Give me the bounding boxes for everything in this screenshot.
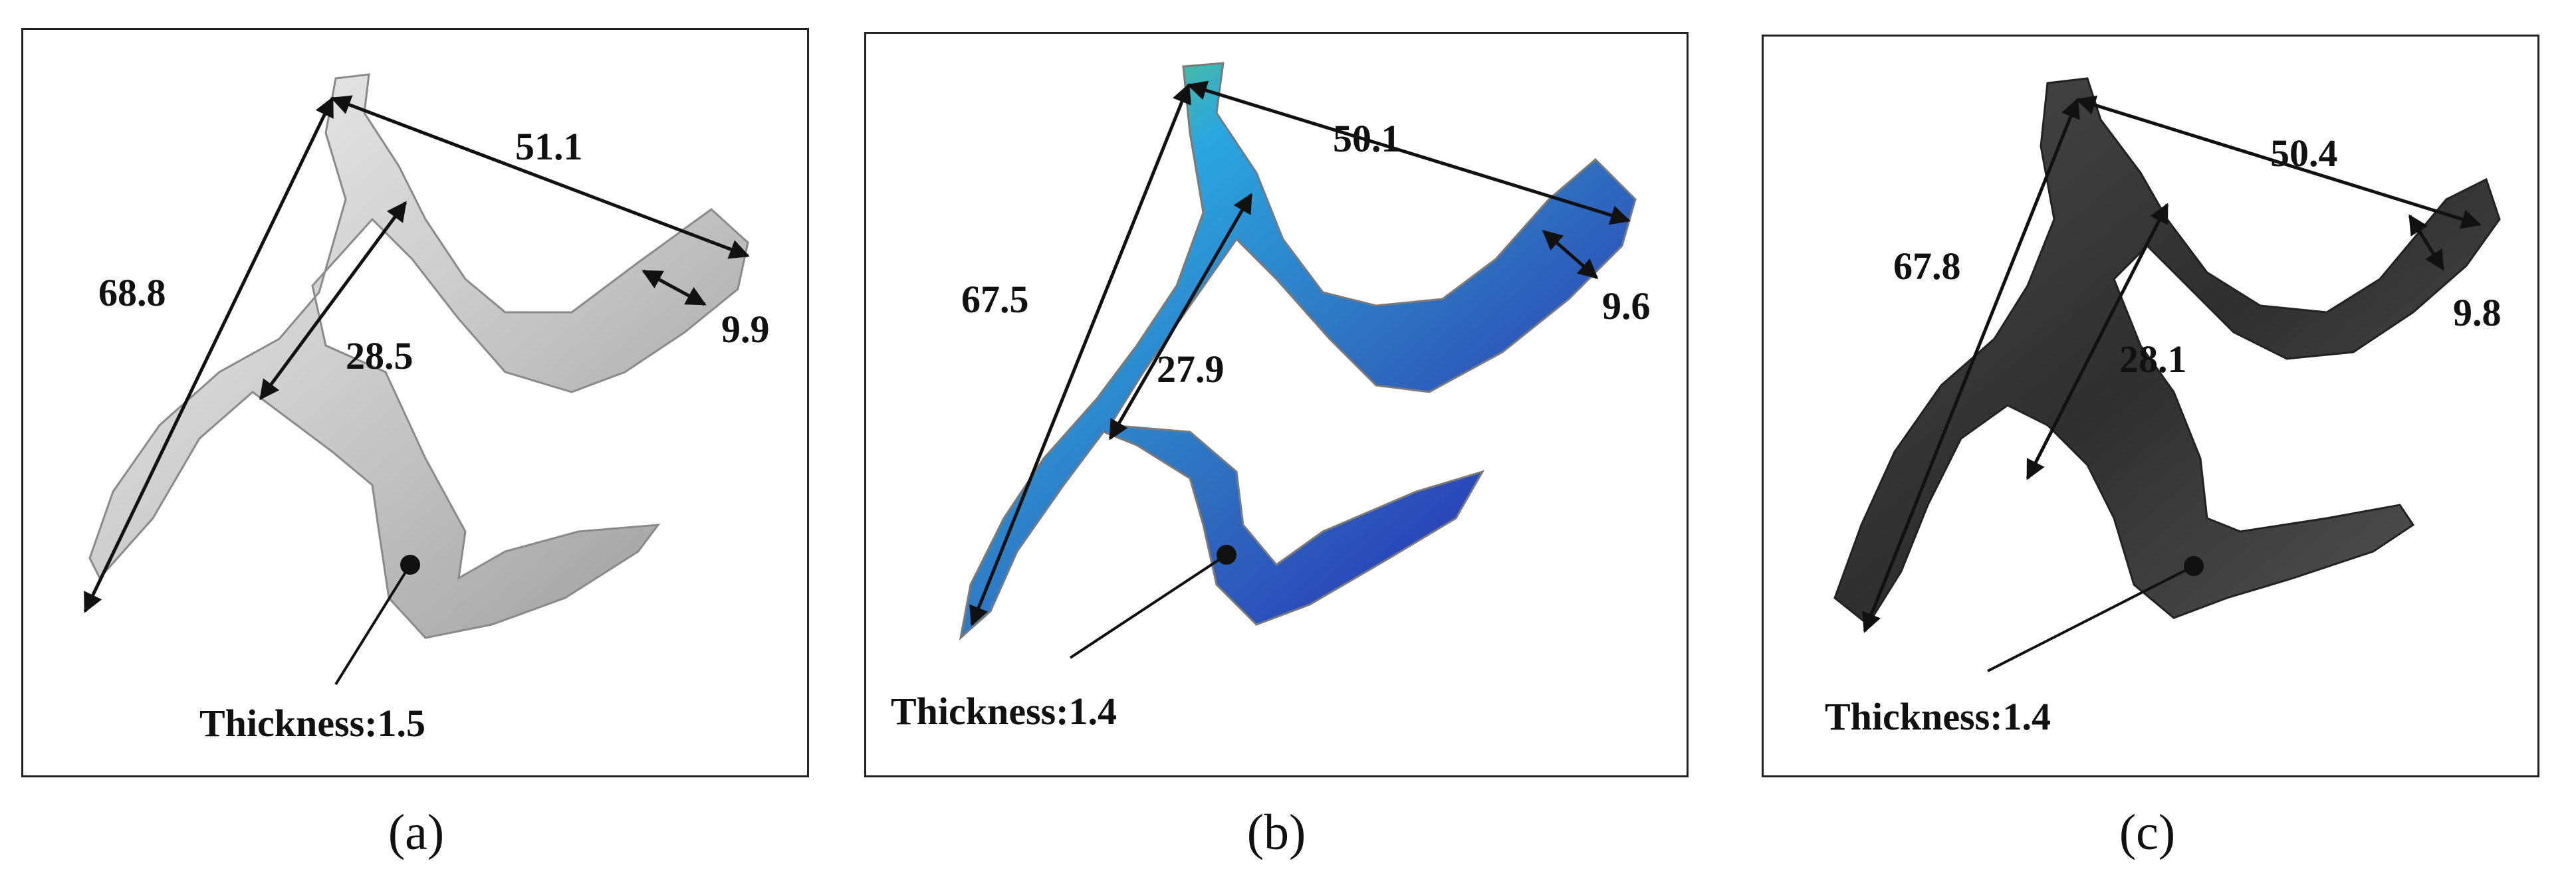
panel-b-thickness-label: Thickness:1.4: [891, 690, 1117, 733]
panel-a: 68.8 51.1 28.5 9.9 Thickness:1.5 (a): [0, 0, 838, 883]
panel-c-figure: 67.8 50.4 28.1 9.8 Thickness:1.4: [1825, 77, 2502, 738]
panel-a-thickness-label: Thickness:1.5: [199, 702, 425, 745]
panel-c-width-dim-line: [2408, 214, 2445, 271]
panel-c-caption: (c): [2119, 805, 2176, 860]
panel-b-dim-long: 67.5: [961, 278, 1029, 321]
panel-b-dim-mid: 27.9: [1157, 347, 1225, 391]
panel-c-dim-width: 9.8: [2453, 291, 2502, 334]
panel-c: 67.8 50.4 28.1 9.8 Thickness:1.4 (c): [1742, 0, 2576, 883]
panel-c-thickness-label: Thickness:1.4: [1825, 695, 2051, 738]
panel-b-caption: (b): [1246, 805, 1306, 860]
panel-b-width-dim-line: [1542, 230, 1599, 279]
panel-a-figure: 68.8 51.1 28.5 9.9 Thickness:1.5: [83, 73, 770, 745]
panel-a-caption: (a): [388, 805, 445, 860]
panel-c-top-dim-line: [2075, 95, 2482, 229]
panel-b-top-dim-line: [1187, 80, 1631, 225]
panel-b-mid-dim-line: [1108, 193, 1253, 441]
panel-c-mid-dim-line: [2026, 203, 2169, 480]
panel-a-dim-long: 68.8: [98, 271, 166, 314]
panel-b-dim-top: 50.1: [1333, 117, 1401, 160]
panel-c-dim-long: 67.8: [1893, 245, 1961, 288]
panel-c-thickness-leader: [1987, 565, 2194, 672]
panel-a-dim-top: 51.1: [515, 125, 583, 168]
panel-a-mid-dim-line: [259, 201, 408, 401]
panel-a-specimen-shape: [88, 73, 749, 639]
panel-b-dim-width: 9.6: [1602, 284, 1651, 328]
panel-b: 67.5 50.1 27.9 9.6 Thickness:1.4 (b): [844, 0, 1708, 883]
panel-b-specimen-shape: [959, 62, 1637, 641]
panel-a-thickness-leader: [334, 563, 411, 686]
panel-c-dim-top: 50.4: [2270, 132, 2338, 175]
panel-a-top-dim-line: [330, 95, 750, 259]
panel-a-width-dim-line: [642, 269, 707, 306]
panel-b-long-dim-line: [969, 83, 1191, 627]
panel-c-dim-mid: 28.1: [2119, 338, 2187, 381]
panel-b-figure: 67.5 50.1 27.9 9.6 Thickness:1.4: [891, 62, 1651, 733]
panel-b-thickness-leader: [1069, 553, 1228, 659]
panel-a-dim-width: 9.9: [721, 308, 770, 351]
panel-a-dim-mid: 28.5: [346, 334, 413, 377]
panel-c-long-dim-line: [1862, 98, 2080, 633]
panel-a-long-dim-line: [83, 96, 334, 613]
